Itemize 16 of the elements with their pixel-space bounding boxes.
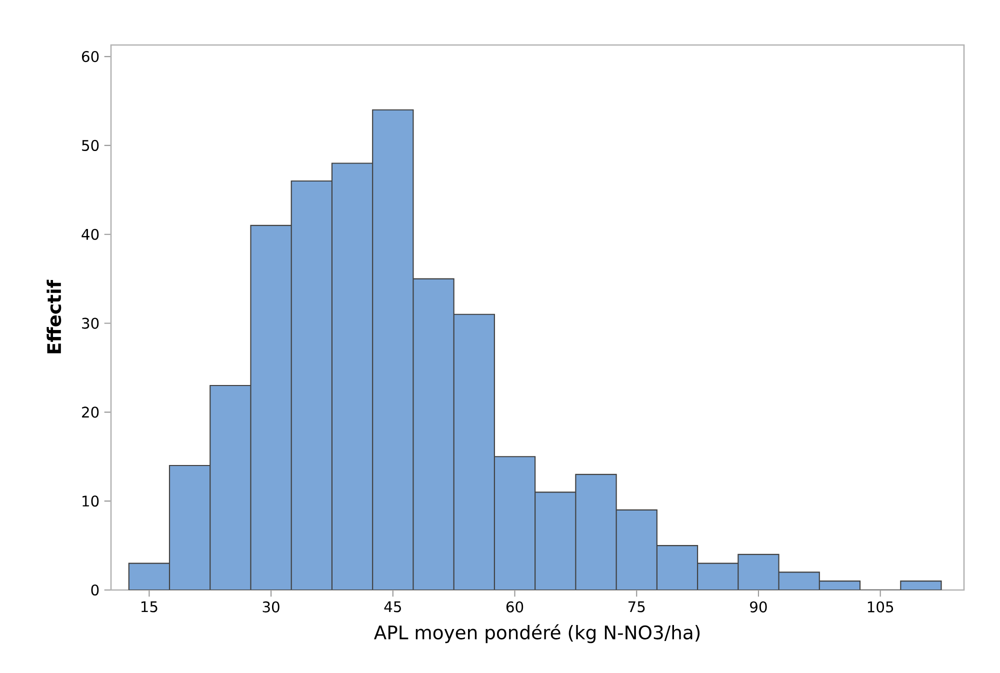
y-tick-label: 10 xyxy=(82,496,99,507)
y-tick-label: 20 xyxy=(82,406,99,418)
y-tick-label: 30 xyxy=(82,318,99,329)
y-axis-title: Effectif xyxy=(46,280,62,354)
x-tick-label: 60 xyxy=(506,601,524,612)
x-tick-label: 75 xyxy=(628,601,645,612)
y-tick-label: 60 xyxy=(82,51,99,62)
x-tick-label: 90 xyxy=(750,601,767,612)
y-tick-label: 40 xyxy=(82,228,99,240)
y-tick-label: 50 xyxy=(82,140,99,152)
y-tick-label: 0 xyxy=(91,584,99,596)
x-tick-label: 15 xyxy=(141,601,158,612)
x-tick-label: 105 xyxy=(868,601,894,612)
x-tick-label: 45 xyxy=(384,601,401,612)
x-tick-label: 30 xyxy=(262,601,280,612)
x-axis-title: APL moyen pondéré (kg N-NO3/ha) xyxy=(374,624,700,644)
